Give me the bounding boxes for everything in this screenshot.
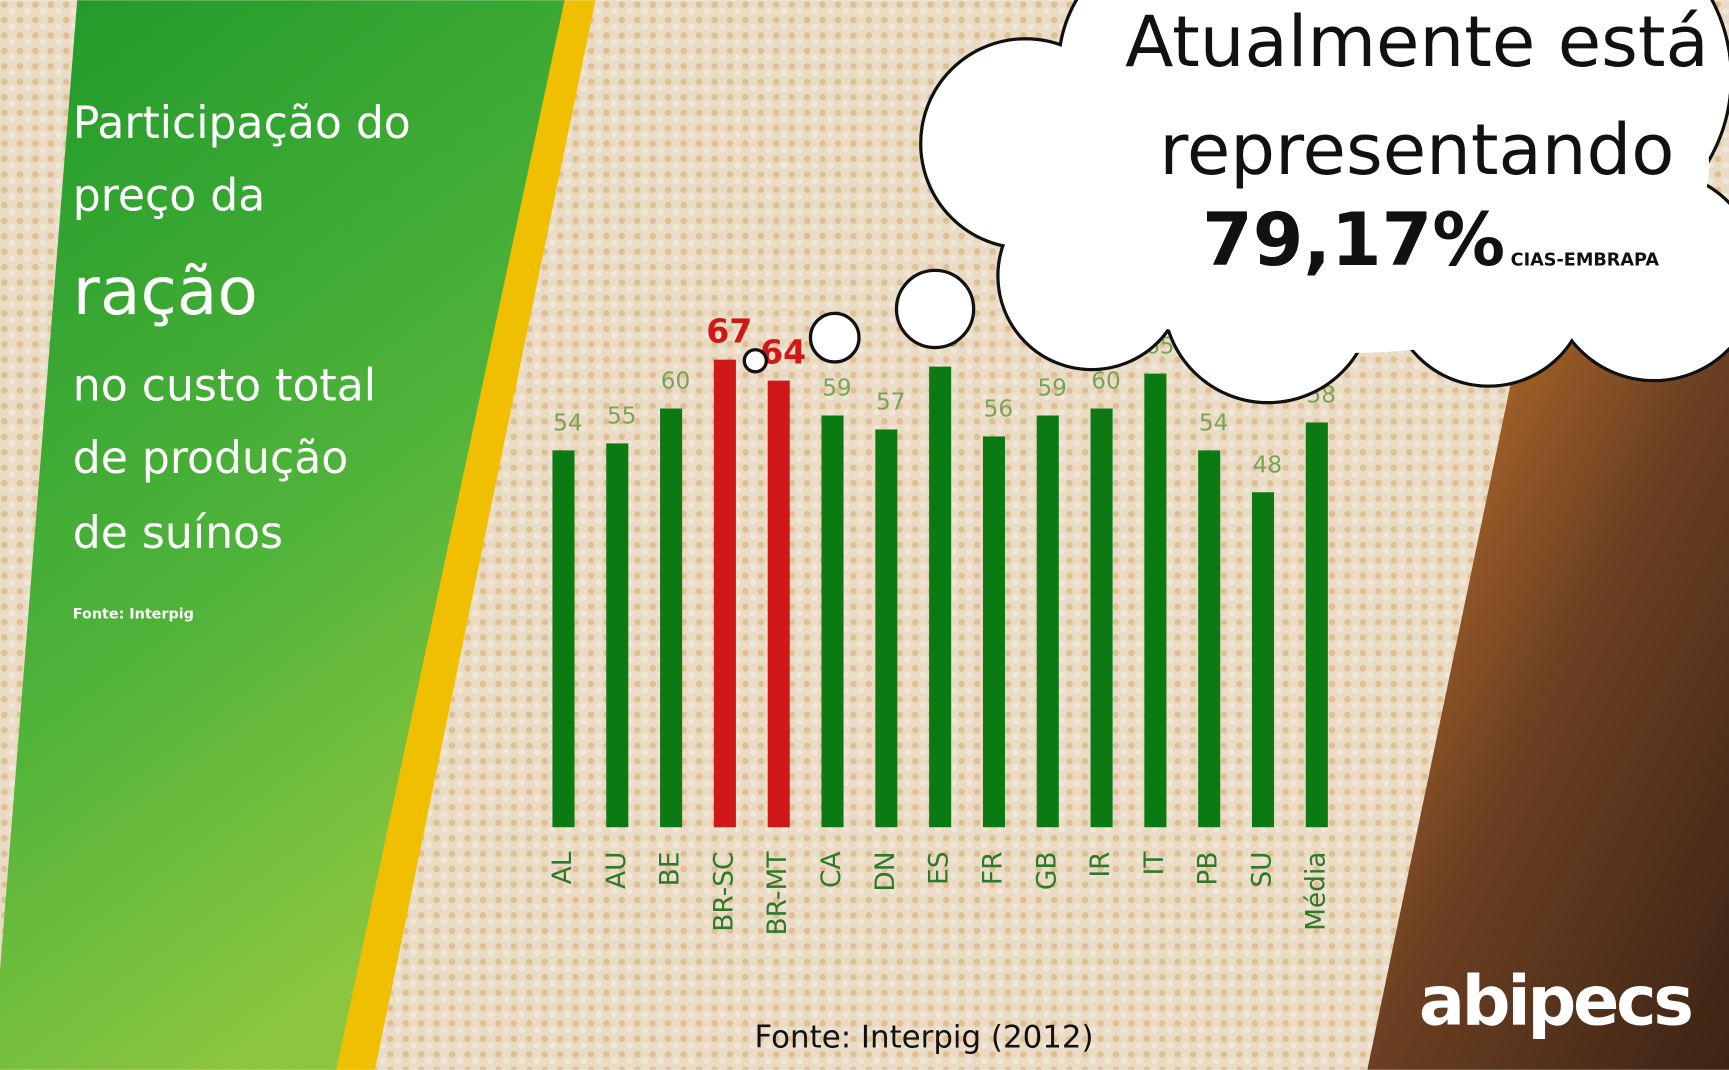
bar (982, 436, 1005, 828)
value-label: 48 (1253, 452, 1282, 478)
bar (552, 450, 575, 828)
callout-line: Atualmente está (1125, 0, 1709, 83)
yellow-stripe (330, 0, 596, 1070)
bar (713, 359, 736, 828)
panel-line: de suínos (73, 508, 283, 559)
value-label: 60 (661, 369, 690, 395)
x-tick-label: BE (655, 851, 686, 886)
x-tick-label: FR (977, 851, 1008, 885)
value-label: 56 (984, 396, 1013, 422)
corn-photo (1367, 331, 1729, 1070)
bar (821, 415, 844, 828)
panel-source: Fonte: Interpig (73, 606, 194, 622)
cloud-fill (1164, 194, 1372, 402)
bar (929, 366, 952, 828)
bar (1251, 492, 1275, 828)
callout-line: representando (1159, 108, 1674, 191)
cloud-outline (808, 311, 861, 364)
x-tick-label: BR-MT (762, 851, 793, 936)
x-tick-label: DN (870, 851, 901, 891)
value-label: 54 (553, 410, 582, 436)
bar (660, 408, 683, 828)
value-label: 59 (1037, 376, 1066, 402)
thought-cloud (742, 0, 1729, 405)
x-tick-label: IT (1139, 851, 1170, 876)
callout-value: 79,17% (1202, 198, 1505, 283)
cloud-outline (894, 268, 976, 350)
x-tick-label: CA (816, 851, 847, 888)
value-label: 64 (760, 333, 806, 372)
chart: 54AL55AU60BE67BR-SC64BR-MT59CA57DN66ES56… (547, 312, 1336, 936)
bar (1198, 450, 1221, 828)
value-label: 60 (1091, 369, 1120, 395)
chart-source: Fonte: Interpig (2012) (755, 1019, 1094, 1055)
panel-text: Participação do preço da ração no custo … (73, 98, 411, 622)
logo: abipecs (1419, 962, 1691, 1041)
cloud-fill (1402, 0, 1729, 242)
panel-line: no custo total (73, 360, 376, 411)
x-tick-label: BR-SC (708, 851, 739, 931)
bar (1144, 373, 1167, 828)
x-tick-label: PB (1193, 851, 1224, 885)
callout-source: CIAS-EMBRAPA (1511, 250, 1660, 270)
cloud-fill (999, 183, 1184, 368)
panel-line: de produção (73, 433, 348, 484)
panel-line: ração (73, 253, 258, 330)
bar (875, 429, 898, 828)
x-tick-label: AL (547, 851, 578, 884)
panel-line: preço da (73, 171, 266, 222)
bar (606, 443, 629, 828)
value-label: 59 (822, 376, 851, 402)
bar (767, 380, 790, 828)
cloud-outline (742, 348, 769, 374)
x-tick-label: GB (1031, 851, 1062, 890)
bar (1090, 408, 1113, 828)
cloud-fill (1060, 0, 1322, 197)
value-label: 54 (1199, 410, 1228, 436)
panel-line: Participação do (73, 98, 411, 149)
x-tick-label: ES (924, 851, 955, 885)
value-label: 67 (706, 312, 752, 351)
bar (1305, 422, 1328, 828)
x-tick-label: IR (1085, 851, 1116, 877)
x-tick-label: SU (1247, 851, 1278, 887)
value-label: 55 (607, 403, 636, 429)
bar (1036, 415, 1059, 828)
x-tick-label: Média (1300, 851, 1331, 930)
green-panel (0, 0, 565, 1070)
x-tick-label: AU (601, 851, 632, 888)
value-label: 57 (876, 389, 905, 415)
